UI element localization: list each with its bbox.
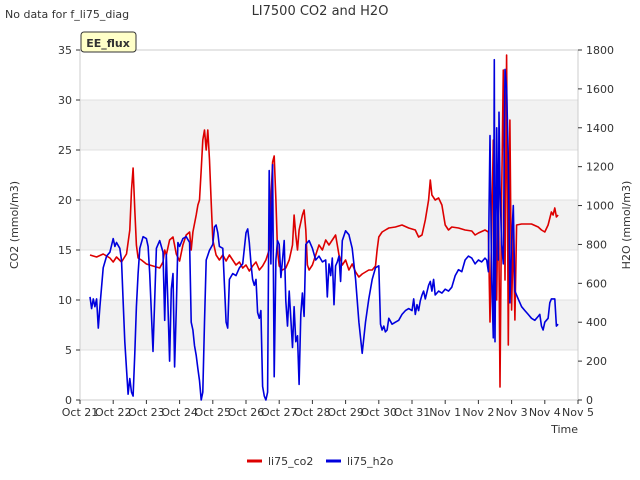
left-axis-ticks: 0 5 10 15 20 25 30 35	[58, 44, 80, 407]
right-axis-ticks: 0 200 400 600 800 1000 1200 1400 1600 1800	[578, 44, 614, 407]
left-tick-label: 0	[65, 394, 72, 407]
x-tick-label: Oct 21	[62, 406, 99, 419]
x-tick-label: Oct 25	[195, 406, 232, 419]
series-line-li75_co2	[89, 54, 559, 388]
right-tick-label: 600	[586, 277, 607, 290]
left-tick-label: 30	[58, 94, 72, 107]
right-tick-label: 1600	[586, 83, 614, 96]
left-tick-label: 25	[58, 144, 72, 157]
x-tick-label: Nov 3	[496, 406, 528, 419]
x-tick-label: Nov 5	[562, 406, 594, 419]
x-tick-label: Oct 22	[95, 406, 132, 419]
right-tick-label: 1800	[586, 44, 614, 57]
right-tick-label: 1200	[586, 161, 614, 174]
x-tick-label: Oct 28	[294, 406, 331, 419]
right-tick-label: 0	[586, 394, 593, 407]
x-tick-label: Nov 1	[429, 406, 461, 419]
legend-item-h2o: li75_h2o	[326, 455, 394, 468]
legend-label-h2o: li75_h2o	[347, 455, 394, 468]
x-tick-label: Nov 4	[529, 406, 561, 419]
right-tick-label: 800	[586, 238, 607, 251]
x-tick-label: Oct 27	[261, 406, 298, 419]
plot-frame	[79, 49, 579, 401]
left-tick-label: 20	[58, 194, 72, 207]
right-tick-label: 400	[586, 316, 607, 329]
left-tick-label: 35	[58, 44, 72, 57]
x-tick-label: Oct 23	[128, 406, 165, 419]
no-data-note: No data for f_li75_diag	[5, 8, 129, 21]
left-tick-label: 10	[58, 294, 72, 307]
x-tick-label: Nov 2	[462, 406, 494, 419]
legend: li75_co2 li75_h2o	[247, 455, 394, 468]
y-axis-right-label: H2O (mmol/m3)	[620, 181, 633, 270]
left-tick-label: 5	[65, 344, 72, 357]
legend-label-co2: li75_co2	[268, 455, 313, 468]
x-tick-label: Oct 30	[361, 406, 398, 419]
x-tick-label: Oct 26	[228, 406, 265, 419]
x-tick-label: Oct 29	[327, 406, 364, 419]
chart-title: LI7500 CO2 and H2O	[252, 4, 389, 19]
legend-item-co2: li75_co2	[247, 455, 313, 468]
left-tick-label: 15	[58, 244, 72, 257]
right-tick-label: 1000	[586, 200, 614, 213]
x-tick-label: Oct 24	[161, 406, 198, 419]
x-tick-label: Oct 31	[394, 406, 431, 419]
series-layer	[89, 54, 559, 401]
x-axis-label: Time	[550, 423, 578, 436]
right-tick-label: 200	[586, 355, 607, 368]
badge-box	[80, 31, 137, 53]
badge-label: EE_flux	[86, 37, 130, 50]
y-axis-left-label: CO2 (mmol/m3)	[8, 181, 21, 269]
ee-flux-badge: EE_flux	[80, 31, 137, 53]
right-tick-label: 1400	[586, 122, 614, 135]
series-line-li75_h2o	[89, 58, 559, 401]
